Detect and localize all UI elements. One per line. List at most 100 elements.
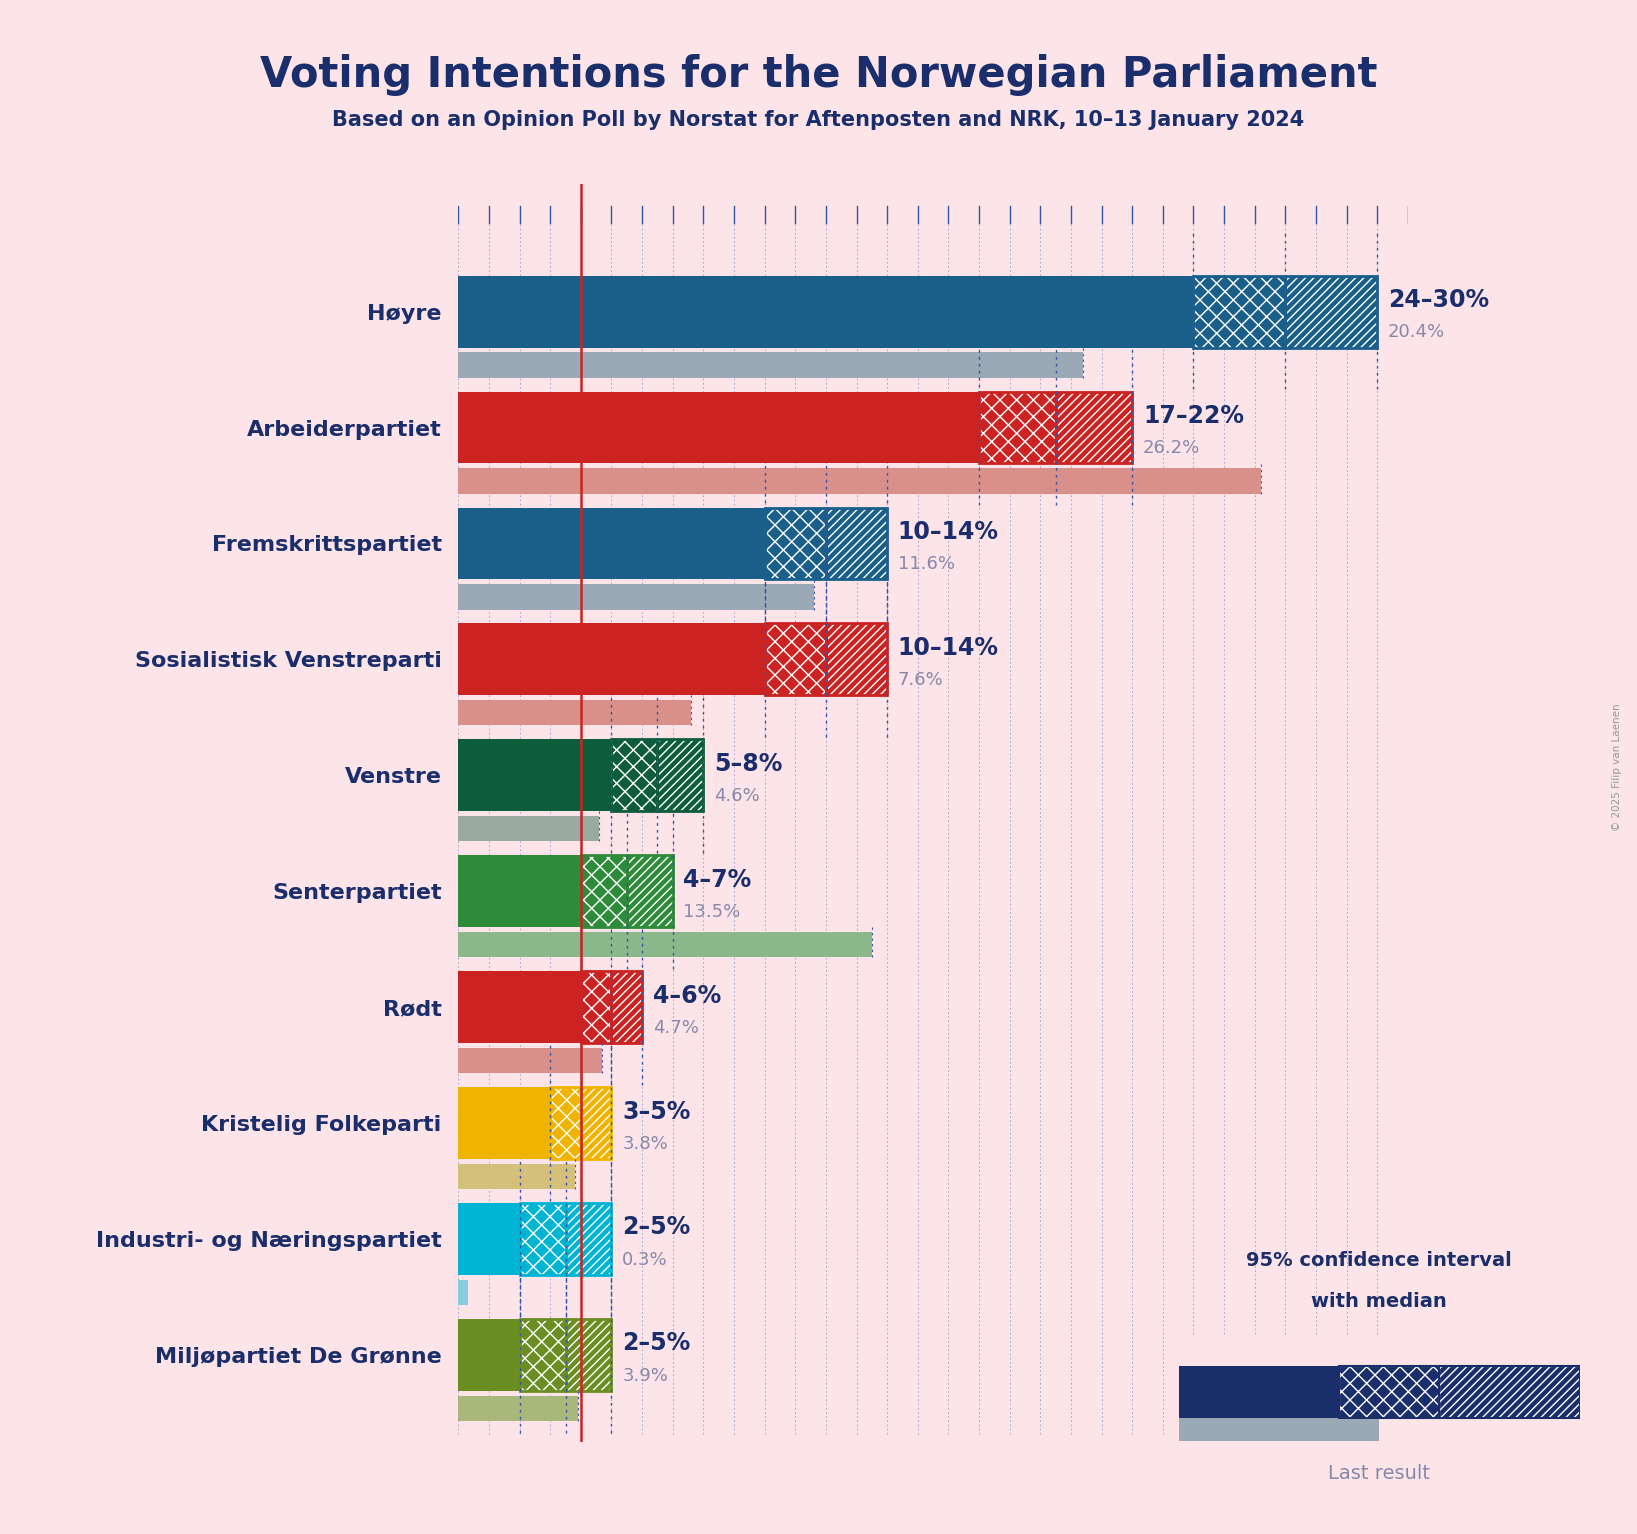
Bar: [658, 739, 704, 811]
Bar: [458, 931, 873, 957]
Bar: [565, 1203, 612, 1275]
Bar: [1193, 276, 1285, 348]
Bar: [565, 1319, 612, 1391]
Bar: [827, 508, 887, 580]
Bar: [581, 856, 627, 927]
Bar: [1193, 276, 1285, 348]
Bar: [519, 1319, 565, 1391]
Text: 2–5%: 2–5%: [622, 1215, 691, 1239]
Text: 4.6%: 4.6%: [714, 787, 760, 805]
Bar: [658, 739, 704, 811]
Bar: [612, 971, 642, 1043]
Bar: [827, 508, 887, 580]
Bar: [458, 1319, 519, 1391]
Bar: [612, 739, 658, 811]
Bar: [764, 623, 827, 695]
Bar: [764, 508, 827, 580]
Text: 10–14%: 10–14%: [897, 635, 999, 660]
Text: 4–7%: 4–7%: [684, 868, 751, 891]
Bar: [581, 1088, 612, 1160]
Bar: [1056, 391, 1133, 463]
Bar: [581, 856, 627, 927]
Bar: [1285, 276, 1377, 348]
Text: 3.8%: 3.8%: [622, 1135, 668, 1154]
Text: 11.6%: 11.6%: [897, 555, 954, 574]
Text: with median: with median: [1311, 1292, 1447, 1312]
Bar: [827, 623, 887, 695]
Text: 26.2%: 26.2%: [1143, 439, 1200, 457]
Text: 2–5%: 2–5%: [622, 1332, 691, 1356]
Bar: [827, 623, 887, 695]
Bar: [458, 508, 764, 580]
Text: 0.3%: 0.3%: [622, 1250, 668, 1269]
Bar: [458, 700, 691, 726]
Bar: [581, 971, 612, 1043]
Bar: [458, 623, 764, 695]
Text: 24–30%: 24–30%: [1388, 288, 1490, 311]
Bar: [1193, 276, 1285, 348]
Bar: [764, 623, 827, 695]
Bar: [979, 391, 1056, 463]
Text: Last result: Last result: [1328, 1463, 1431, 1483]
Text: 95% confidence interval: 95% confidence interval: [1246, 1250, 1513, 1270]
Bar: [1056, 391, 1133, 463]
Bar: [581, 1088, 612, 1160]
Bar: [458, 1048, 602, 1074]
Bar: [1439, 1367, 1580, 1417]
Bar: [519, 1319, 565, 1391]
Bar: [565, 1203, 612, 1275]
Bar: [565, 1319, 612, 1391]
Bar: [1285, 276, 1377, 348]
Bar: [1439, 1367, 1580, 1417]
Bar: [1339, 1367, 1439, 1417]
Bar: [458, 353, 1084, 377]
Text: Voting Intentions for the Norwegian Parliament: Voting Intentions for the Norwegian Parl…: [260, 54, 1377, 95]
Bar: [1056, 391, 1133, 463]
Bar: [581, 1088, 612, 1160]
Text: 4.7%: 4.7%: [653, 1019, 699, 1037]
Text: 10–14%: 10–14%: [897, 520, 999, 545]
Text: 3.9%: 3.9%: [622, 1367, 668, 1385]
Bar: [519, 1319, 565, 1391]
Bar: [764, 508, 827, 580]
Bar: [458, 1164, 575, 1189]
Bar: [1339, 1367, 1439, 1417]
Bar: [458, 816, 599, 842]
Bar: [458, 276, 1193, 348]
Bar: [1439, 1367, 1580, 1417]
Text: © 2025 Filip van Laenen: © 2025 Filip van Laenen: [1612, 703, 1622, 831]
Bar: [612, 971, 642, 1043]
Text: 4–6%: 4–6%: [653, 983, 720, 1008]
Bar: [581, 971, 612, 1043]
Bar: [458, 1203, 519, 1275]
Bar: [979, 391, 1056, 463]
Text: 20.4%: 20.4%: [1388, 324, 1445, 342]
Bar: [581, 856, 627, 927]
Bar: [458, 971, 581, 1043]
Text: Based on an Opinion Poll by Norstat for Aftenposten and NRK, 10–13 January 2024: Based on an Opinion Poll by Norstat for …: [332, 110, 1305, 130]
Bar: [764, 508, 827, 580]
Text: 5–8%: 5–8%: [714, 752, 782, 776]
Bar: [627, 856, 673, 927]
Bar: [612, 739, 658, 811]
Bar: [565, 1203, 612, 1275]
Bar: [458, 1396, 578, 1420]
Bar: [458, 391, 979, 463]
Bar: [519, 1203, 565, 1275]
Bar: [764, 623, 827, 695]
Text: 13.5%: 13.5%: [684, 904, 740, 920]
Text: 17–22%: 17–22%: [1143, 403, 1244, 428]
Bar: [1339, 1367, 1439, 1417]
Bar: [458, 739, 612, 811]
Bar: [627, 856, 673, 927]
Bar: [519, 1203, 565, 1275]
Bar: [458, 1279, 468, 1305]
Bar: [565, 1319, 612, 1391]
Bar: [827, 508, 887, 580]
Text: 7.6%: 7.6%: [897, 672, 943, 689]
Bar: [1179, 1367, 1339, 1417]
Bar: [627, 856, 673, 927]
Bar: [550, 1088, 581, 1160]
Bar: [1285, 276, 1377, 348]
Bar: [519, 1203, 565, 1275]
